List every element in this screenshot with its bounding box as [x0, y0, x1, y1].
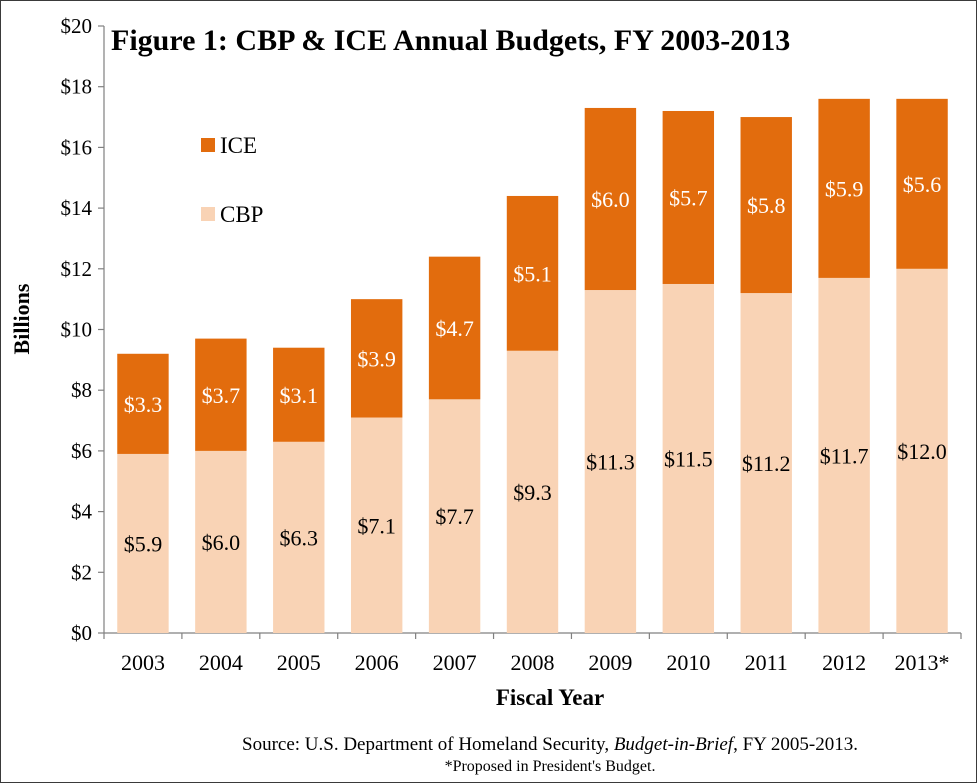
source-prefix: Source: U.S. Department of Homeland Secu…	[242, 734, 609, 755]
bar-label-cbp: $11.2	[742, 451, 791, 476]
legend-swatch-ice	[201, 138, 215, 152]
bar-label-ice: $5.7	[669, 185, 708, 210]
y-tick-label: $14	[61, 196, 93, 220]
bar-label-ice: $4.7	[435, 316, 474, 341]
y-tick-label: $12	[61, 257, 93, 281]
y-tick-label: $10	[61, 318, 93, 342]
bar-label-ice: $3.1	[280, 383, 319, 408]
bar-ice-2003	[117, 353, 169, 454]
bar-label-cbp: $12.0	[897, 439, 947, 464]
bar-labels: $5.9 $6.0 $6.3 $7.1 $7.7 $9.3 $11.3 $11.5 $11.2 $…	[124, 172, 947, 557]
bar-label-cbp: $5.9	[124, 531, 163, 556]
chart-title: Figure 1: CBP & ICE Annual Budgets, FY 2…	[111, 24, 790, 57]
bar-label-cbp: $11.3	[586, 450, 635, 475]
y-tick-label: $6	[71, 439, 92, 463]
x-tick-label: 2012	[822, 650, 866, 675]
bar-ice-2005	[273, 347, 325, 442]
source-note: *Proposed in President's Budget.	[445, 758, 656, 775]
y-tick-label: $4	[71, 500, 93, 524]
bar-cbp-2008	[506, 350, 559, 633]
source-suffix: , FY 2005-2013.	[733, 734, 858, 755]
x-tick-label: 2009	[588, 650, 632, 675]
y-axis: $0 $2 $4 $6 $8 $10 $12 $14 $16 $18 $20	[61, 14, 105, 645]
x-axis: 2003 2004 2005 2006 2007 2008 2009 2010 2011 2012…	[103, 632, 962, 675]
bar-ice-2011	[740, 117, 792, 294]
y-axis-title: Billions	[9, 283, 34, 354]
x-tick-label: 2004	[199, 650, 243, 675]
x-tick-label: 2007	[433, 650, 477, 675]
bar-cbp-2010	[662, 283, 715, 633]
bar-label-ice: $6.0	[591, 187, 630, 212]
bar-ice-2010	[662, 110, 715, 284]
x-tick-label: 2005	[277, 650, 321, 675]
y-tick-label: $8	[71, 378, 92, 402]
bar-cbp-2007	[428, 399, 481, 633]
source-line: Source: U.S. Department of Homeland Secu…	[242, 734, 858, 755]
bar-ice-2012	[818, 98, 870, 278]
bar-label-ice: $5.6	[903, 172, 942, 197]
x-tick-label: 2006	[355, 650, 399, 675]
x-tick-label: 2013*	[895, 650, 950, 675]
bar-cbp-2011	[740, 293, 792, 633]
x-axis-title: Fiscal Year	[496, 685, 604, 710]
legend: ICE CBP	[201, 133, 263, 227]
source-italic: Budget-in-Brief	[614, 734, 736, 755]
bar-ice-2013	[896, 98, 948, 269]
bar-label-ice: $3.9	[357, 346, 396, 371]
bar-cbp-2009	[584, 290, 637, 633]
bar-cbp-2013	[896, 268, 948, 633]
bar-cbp-2012	[818, 277, 870, 633]
bar-label-cbp: $7.1	[357, 513, 396, 538]
x-tick-label: 2008	[511, 650, 555, 675]
bars	[117, 98, 948, 633]
legend-label-cbp: CBP	[220, 202, 263, 227]
y-tick-label: $2	[71, 560, 92, 584]
bar-label-cbp: $11.7	[820, 443, 869, 468]
legend-label-ice: ICE	[220, 133, 257, 158]
bar-cbp-2004	[195, 450, 247, 633]
y-tick-label: $0	[71, 621, 92, 645]
bar-cbp-2003	[117, 453, 169, 633]
x-tick-label: 2011	[745, 650, 788, 675]
bar-cbp-2006	[350, 417, 403, 633]
bar-label-cbp: $11.5	[664, 446, 713, 471]
bar-ice-2004	[195, 338, 247, 451]
bar-ice-2008	[506, 195, 559, 351]
bar-label-cbp: $7.7	[435, 504, 474, 529]
bar-ice-2006	[350, 299, 403, 418]
bar-label-ice: $5.8	[747, 193, 786, 218]
bar-label-cbp: $9.3	[513, 480, 552, 505]
bar-cbp-2005	[273, 441, 325, 633]
legend-swatch-cbp	[201, 207, 215, 221]
y-tick-label: $20	[61, 14, 93, 38]
x-tick-label: 2010	[666, 650, 710, 675]
bar-ice-2007	[428, 256, 481, 400]
bar-label-cbp: $6.3	[280, 525, 319, 550]
x-tick-label: 2003	[121, 650, 165, 675]
bar-label-ice: $3.3	[124, 392, 163, 417]
bar-label-ice: $5.1	[513, 261, 552, 286]
y-tick-label: $18	[61, 75, 93, 99]
bar-label-ice: $5.9	[825, 176, 864, 201]
bar-ice-2009	[584, 107, 637, 291]
y-tick-label: $16	[61, 135, 93, 159]
bar-label-cbp: $6.0	[202, 530, 241, 555]
bar-label-ice: $3.7	[202, 383, 241, 408]
